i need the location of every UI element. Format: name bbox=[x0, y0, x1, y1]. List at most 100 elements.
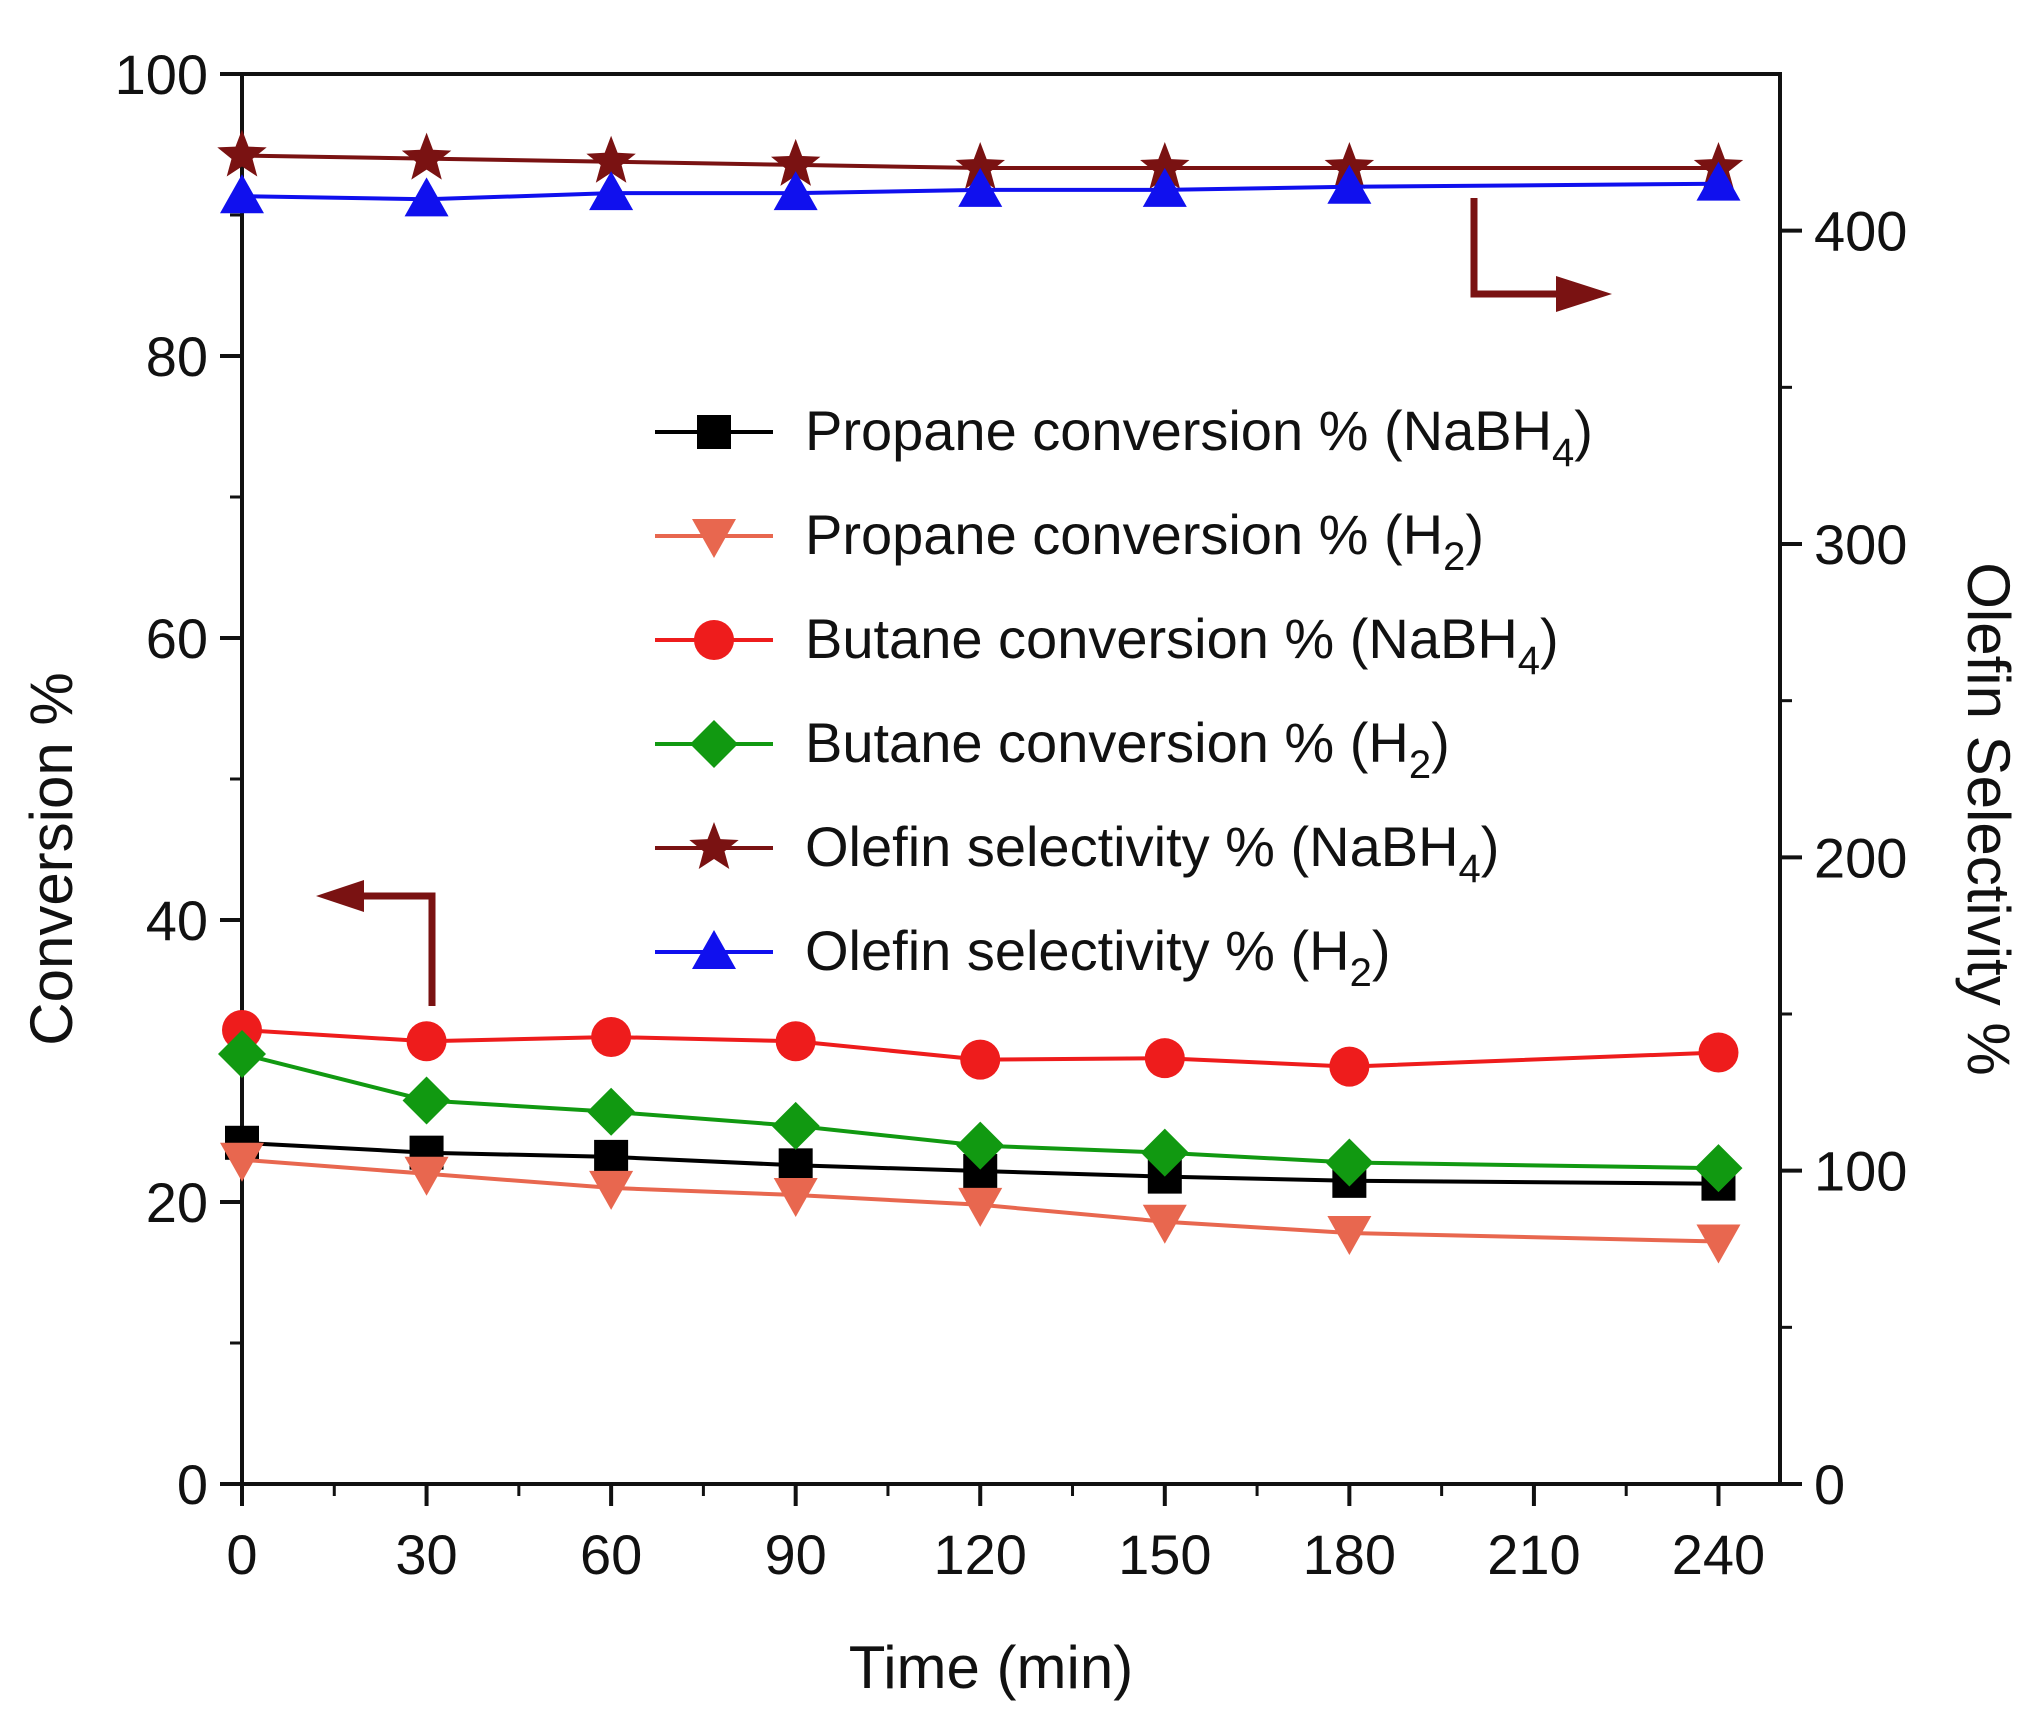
legend-layer: Propane conversion % (NaBH4) Propane conv… bbox=[655, 399, 1593, 995]
data-point bbox=[771, 138, 821, 186]
x-tick-label: 210 bbox=[1487, 1523, 1580, 1586]
legend-marker bbox=[689, 822, 739, 869]
data-point bbox=[404, 1156, 449, 1196]
legend-entry: Olefin selectivity % (H2) bbox=[655, 919, 1390, 995]
data-point bbox=[773, 171, 818, 211]
data-point bbox=[771, 1101, 820, 1150]
data-point bbox=[1140, 142, 1190, 189]
data-point bbox=[1140, 1128, 1189, 1177]
series-layer bbox=[217, 129, 1744, 1264]
y-tick-label: 60 bbox=[146, 607, 208, 670]
data-point bbox=[218, 1029, 266, 1078]
y-tick-label: 0 bbox=[177, 1453, 208, 1516]
legend-label: Propane conversion % (NaBH4) bbox=[805, 399, 1593, 475]
left-arrow-head bbox=[316, 880, 364, 912]
data-point bbox=[1696, 1224, 1741, 1264]
data-point bbox=[594, 1139, 629, 1174]
legend-marker bbox=[692, 519, 736, 558]
legend-label: Butane conversion % (H2) bbox=[805, 711, 1450, 787]
data-point bbox=[220, 1142, 264, 1182]
y2-tick-label: 100 bbox=[1814, 1140, 1907, 1203]
right-arrow-shaft bbox=[1470, 198, 1560, 298]
legend-label: Olefin selectivity % (H2) bbox=[805, 919, 1390, 995]
series-line bbox=[241, 1052, 1719, 1171]
legend-label: Propane conversion % (H2) bbox=[805, 503, 1484, 579]
legend-marker bbox=[690, 720, 738, 768]
legend-marker bbox=[697, 415, 731, 449]
x-tick-label: 240 bbox=[1672, 1523, 1765, 1586]
y2-tick-label: 0 bbox=[1814, 1453, 1845, 1516]
y2-tick-label: 300 bbox=[1814, 513, 1907, 576]
data-point bbox=[775, 1021, 816, 1062]
data-point bbox=[1696, 161, 1741, 201]
legend-entry: Propane conversion % (H2) bbox=[655, 503, 1484, 579]
x-tick-label: 30 bbox=[395, 1523, 457, 1586]
x-tick-label: 60 bbox=[580, 1523, 642, 1586]
data-point bbox=[404, 177, 449, 217]
y2-tick-label: 200 bbox=[1814, 826, 1907, 889]
data-point bbox=[1325, 1138, 1374, 1187]
legend-label: Olefin selectivity % (NaBH4) bbox=[805, 815, 1499, 891]
data-point bbox=[955, 142, 1005, 189]
x-axis-label: Time (min) bbox=[849, 1634, 1133, 1701]
legend-entry: Olefin selectivity % (NaBH4) bbox=[655, 815, 1499, 891]
series-line bbox=[241, 1140, 1719, 1186]
axes-layer: 0 30 60 90 120 150 180 210 240 0 20 40 60 80 100 0 100 20… bbox=[18, 43, 2022, 1701]
y2-axis-label: Olefin Selectivity % bbox=[1955, 562, 2022, 1076]
y-tick-label: 80 bbox=[146, 325, 208, 388]
y-axis-label: Conversion % bbox=[18, 672, 85, 1046]
plot-frame bbox=[240, 72, 1782, 1486]
data-point bbox=[1142, 167, 1187, 207]
left-axis-arrow bbox=[316, 880, 436, 1006]
data-point bbox=[1329, 1046, 1370, 1087]
series-5 bbox=[220, 161, 1741, 217]
legend-entry: Butane conversion % (NaBH4) bbox=[655, 607, 1559, 683]
data-point bbox=[402, 1076, 451, 1125]
data-point bbox=[958, 1187, 1003, 1227]
y-tick-label: 100 bbox=[115, 43, 208, 106]
data-point bbox=[589, 171, 634, 211]
legend-entry: Propane conversion % (NaBH4) bbox=[655, 399, 1593, 475]
data-point bbox=[1144, 1038, 1185, 1079]
y2-tick-label: 400 bbox=[1814, 200, 1907, 263]
legend-label: Butane conversion % (NaBH4) bbox=[805, 607, 1559, 683]
data-point bbox=[587, 1087, 636, 1136]
right-axis-arrow bbox=[1470, 198, 1612, 312]
data-point bbox=[589, 1170, 634, 1210]
x-tick-label: 90 bbox=[765, 1523, 827, 1586]
legend-marker bbox=[692, 930, 736, 969]
data-point bbox=[960, 1039, 1001, 1080]
x-tick-label: 180 bbox=[1303, 1523, 1396, 1586]
y-tick-label: 20 bbox=[146, 1171, 208, 1234]
series-line bbox=[241, 181, 1719, 202]
y-tick-label: 40 bbox=[146, 889, 208, 952]
x-tick-label: 150 bbox=[1118, 1523, 1211, 1586]
series-line bbox=[241, 153, 1719, 170]
series-line bbox=[241, 1028, 1719, 1069]
data-point bbox=[1327, 164, 1372, 204]
data-point bbox=[1698, 1032, 1739, 1073]
series-2 bbox=[222, 1009, 1739, 1087]
right-arrow-head bbox=[1556, 276, 1612, 312]
series-line bbox=[241, 1157, 1719, 1244]
data-point bbox=[1142, 1204, 1187, 1244]
data-point bbox=[591, 1017, 632, 1058]
data-point bbox=[401, 132, 452, 180]
data-point bbox=[406, 1021, 447, 1062]
data-point bbox=[217, 129, 267, 177]
data-point bbox=[1327, 1216, 1372, 1256]
data-point bbox=[958, 167, 1003, 207]
series-1 bbox=[220, 1142, 1741, 1264]
data-point bbox=[778, 1148, 813, 1183]
data-point bbox=[773, 1177, 818, 1217]
legend-marker bbox=[694, 620, 734, 660]
data-point bbox=[220, 174, 264, 214]
data-point bbox=[956, 1121, 1005, 1170]
legend-entry: Butane conversion % (H2) bbox=[655, 711, 1450, 787]
x-tick-label: 120 bbox=[934, 1523, 1027, 1586]
series-3 bbox=[218, 1029, 1743, 1193]
data-point bbox=[1694, 1144, 1743, 1193]
left-arrow-shaft bbox=[360, 892, 436, 1006]
